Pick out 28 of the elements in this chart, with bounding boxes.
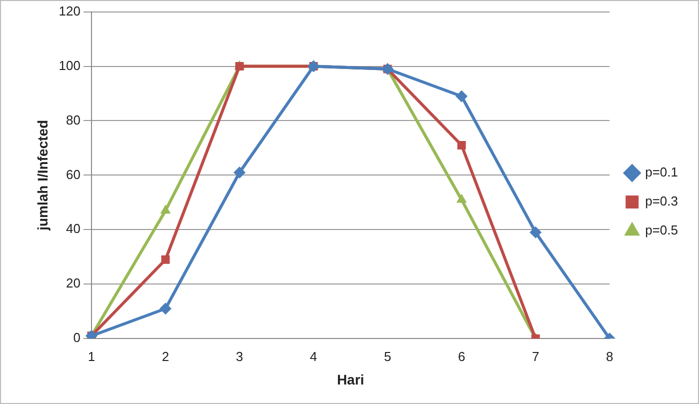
legend-label: p=0.3 <box>645 194 678 209</box>
point <box>234 166 246 178</box>
x-tick-label: 1 <box>88 348 96 364</box>
x-tick-label: 7 <box>532 348 540 364</box>
y-tick-label: 100 <box>58 58 80 73</box>
y-tick-label: 0 <box>73 330 80 346</box>
y-tick-label: 20 <box>66 276 80 291</box>
x-tick-label: 8 <box>606 348 614 364</box>
x-tick-label: 2 <box>162 348 170 364</box>
x-tick-label: 6 <box>458 348 466 364</box>
point <box>456 90 468 102</box>
point <box>457 141 466 150</box>
x-tick-label: 5 <box>384 348 392 364</box>
legend-label: p=0.1 <box>645 164 678 180</box>
point <box>160 204 171 214</box>
x-tick-label: 4 <box>310 348 318 364</box>
point <box>456 194 467 203</box>
y-tick-label: 60 <box>66 166 80 182</box>
y-tick-label: 40 <box>66 221 80 236</box>
point <box>160 302 172 315</box>
y-axis-title: jumlah I/Infected <box>34 120 50 232</box>
x-axis-title: Hari <box>336 371 364 388</box>
y-tick-label: 80 <box>66 112 80 128</box>
y-tick-label: 120 <box>58 3 80 18</box>
point <box>530 226 542 238</box>
x-tick-label: 3 <box>236 348 244 364</box>
point <box>161 255 170 264</box>
legend-label: p=0.5 <box>645 222 678 238</box>
